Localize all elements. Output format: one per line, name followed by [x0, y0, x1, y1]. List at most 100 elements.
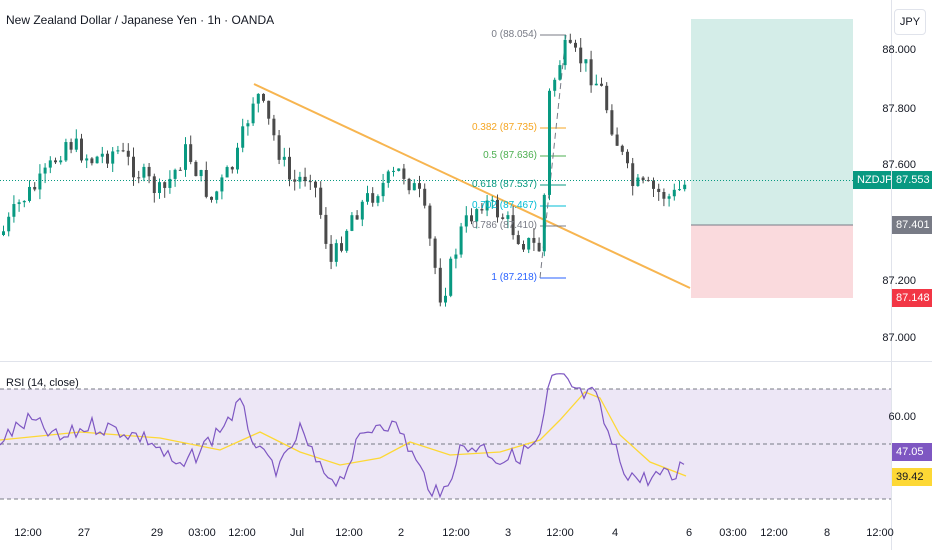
candle-body[interactable] [470, 215, 473, 222]
candle-body[interactable] [428, 205, 432, 239]
candle-body[interactable] [475, 209, 479, 222]
candle-body[interactable] [204, 169, 208, 197]
rsi-line[interactable] [0, 373, 685, 499]
candle-body[interactable] [376, 196, 380, 203]
candle-body[interactable] [142, 166, 146, 178]
rsi-title[interactable]: RSI (14, close) [6, 377, 79, 389]
candle-body[interactable] [251, 103, 255, 124]
candle-body[interactable] [589, 59, 593, 86]
candle-body[interactable] [392, 170, 395, 172]
candle-body[interactable] [85, 158, 89, 161]
candle-body[interactable] [371, 193, 375, 203]
candle-body[interactable] [95, 156, 99, 164]
candle-body[interactable] [610, 110, 614, 135]
candle-body[interactable] [558, 65, 562, 80]
candle-body[interactable] [563, 39, 567, 66]
candle-body[interactable] [334, 243, 338, 262]
candle-body[interactable] [132, 156, 135, 178]
candle-body[interactable] [542, 194, 546, 252]
candle-body[interactable] [652, 180, 655, 189]
symbol-title[interactable]: New Zealand Dollar / Japanese Yen · 1h ·… [6, 13, 275, 27]
candle-body[interactable] [38, 173, 42, 190]
candle-body[interactable] [74, 138, 78, 150]
candle-body[interactable] [220, 177, 224, 192]
candle-body[interactable] [636, 177, 640, 187]
candle-body[interactable] [7, 216, 11, 232]
candle-body[interactable] [568, 39, 572, 43]
candle-body[interactable] [386, 171, 390, 183]
candle-body[interactable] [116, 150, 120, 152]
candle-body[interactable] [537, 242, 541, 252]
candle-body[interactable] [293, 179, 297, 182]
candle-body[interactable] [657, 188, 661, 193]
candlestick-series[interactable] [2, 33, 687, 307]
candle-body[interactable] [168, 178, 172, 188]
candle-body[interactable] [54, 160, 57, 163]
candle-body[interactable] [532, 237, 536, 243]
candle-body[interactable] [69, 142, 73, 150]
stop-zone[interactable] [691, 225, 853, 298]
candle-body[interactable] [438, 267, 442, 303]
candle-body[interactable] [194, 161, 198, 177]
candle-body[interactable] [506, 215, 510, 219]
candle-body[interactable] [137, 177, 141, 179]
candle-body[interactable] [199, 169, 203, 177]
candle-body[interactable] [522, 244, 525, 250]
candle-body[interactable] [17, 202, 21, 205]
candle-body[interactable] [516, 235, 520, 245]
candle-body[interactable] [106, 153, 109, 164]
candle-body[interactable] [678, 189, 681, 191]
candle-body[interactable] [631, 163, 635, 187]
candle-body[interactable] [256, 93, 260, 104]
rsi-ma-line[interactable] [0, 391, 687, 477]
candle-body[interactable] [126, 150, 130, 157]
candle-body[interactable] [215, 191, 219, 200]
candle-body[interactable] [464, 215, 468, 227]
candle-body[interactable] [147, 166, 151, 177]
candle-body[interactable] [485, 200, 489, 211]
candle-body[interactable] [667, 196, 671, 199]
candle-body[interactable] [423, 188, 427, 206]
candle-body[interactable] [288, 156, 291, 180]
candle-body[interactable] [225, 167, 229, 178]
candle-body[interactable] [490, 199, 494, 201]
candle-body[interactable] [48, 160, 52, 168]
candle-body[interactable] [298, 176, 302, 182]
candle-body[interactable] [381, 182, 385, 197]
candle-body[interactable] [12, 204, 16, 217]
candle-body[interactable] [355, 215, 359, 220]
candle-body[interactable] [272, 118, 276, 136]
trendline[interactable] [253, 83, 691, 289]
candle-body[interactable] [579, 47, 583, 64]
candle-body[interactable] [418, 183, 421, 189]
candle-body[interactable] [626, 151, 629, 164]
candle-body[interactable] [480, 209, 484, 211]
candle-body[interactable] [350, 215, 354, 231]
candle-body[interactable] [33, 186, 37, 190]
candle-body[interactable] [178, 169, 182, 171]
candle-body[interactable] [615, 134, 619, 146]
candle-body[interactable] [121, 150, 125, 152]
candle-body[interactable] [241, 126, 245, 148]
candle-body[interactable] [277, 135, 281, 160]
candle-body[interactable] [641, 177, 645, 181]
candle-body[interactable] [501, 217, 505, 219]
candle-body[interactable] [308, 181, 312, 183]
candle-body[interactable] [683, 184, 687, 190]
candle-body[interactable] [59, 160, 63, 163]
candle-body[interactable] [620, 145, 624, 152]
candle-body[interactable] [210, 196, 213, 200]
candle-body[interactable] [152, 176, 156, 194]
candle-body[interactable] [553, 79, 557, 91]
candle-body[interactable] [236, 147, 239, 170]
candle-body[interactable] [412, 183, 416, 191]
candle-body[interactable] [2, 231, 5, 235]
candle-body[interactable] [267, 100, 271, 119]
candle-body[interactable] [662, 192, 666, 199]
candle-body[interactable] [600, 83, 603, 86]
candle-body[interactable] [449, 258, 453, 296]
candle-body[interactable] [366, 193, 369, 202]
candle-body[interactable] [90, 158, 94, 164]
candle-body[interactable] [340, 243, 343, 251]
